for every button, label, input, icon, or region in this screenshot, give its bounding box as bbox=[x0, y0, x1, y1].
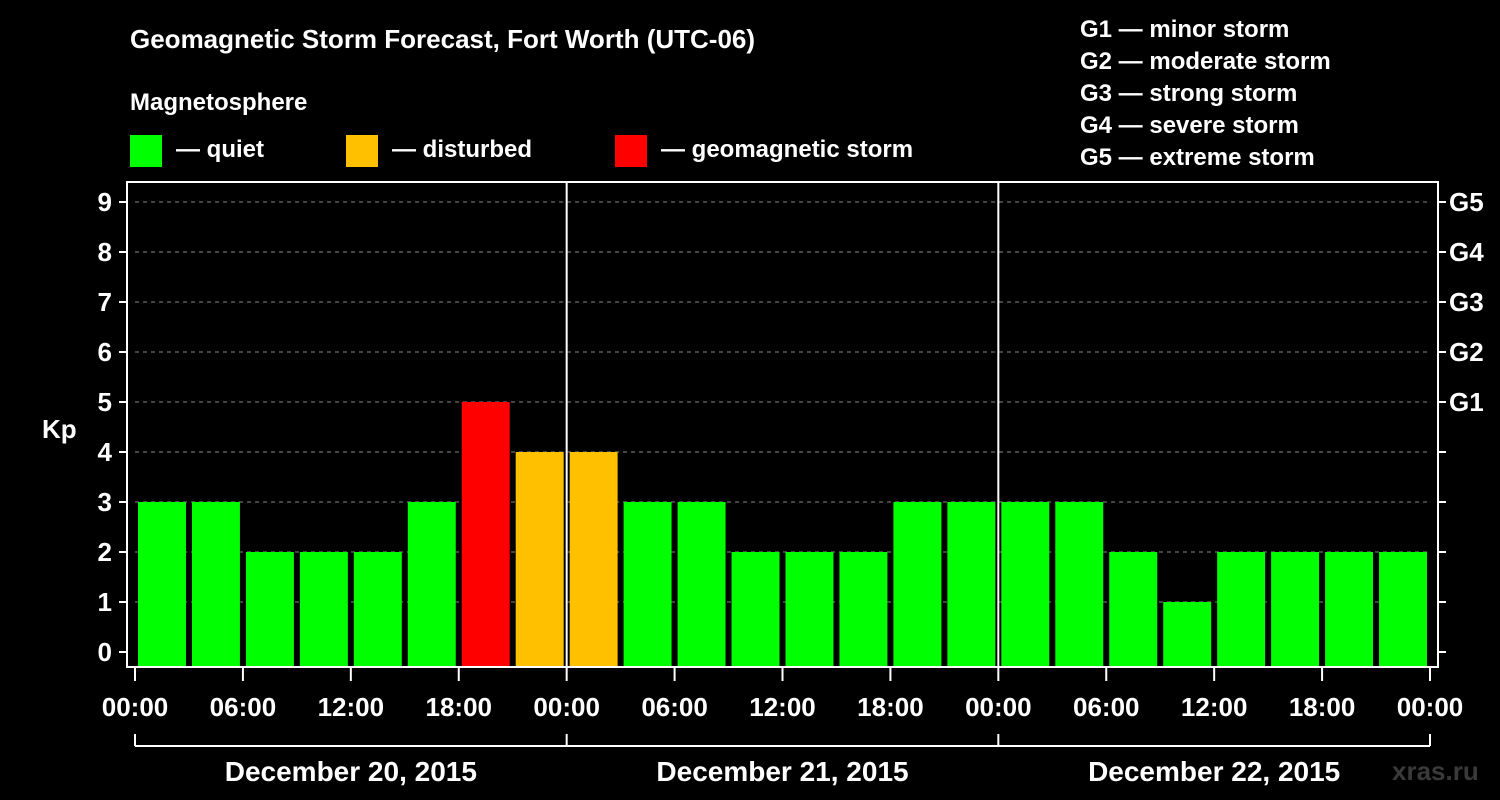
g-scale-label: G2 bbox=[1449, 337, 1484, 367]
y-tick-label: 2 bbox=[98, 537, 112, 567]
bar bbox=[138, 502, 186, 667]
bar bbox=[461, 402, 510, 667]
x-tick-label: 00:00 bbox=[965, 692, 1032, 722]
g-scale-label: G1 bbox=[1449, 387, 1484, 417]
x-tick-label: 00:00 bbox=[533, 692, 600, 722]
bar bbox=[947, 502, 996, 667]
legend-label-storm: — geomagnetic storm bbox=[661, 136, 913, 163]
day-label: December 20, 2015 bbox=[225, 756, 477, 787]
bar bbox=[731, 552, 780, 667]
y-tick-label: 4 bbox=[98, 437, 113, 467]
scale-legend-item: G4 — severe storm bbox=[1080, 112, 1299, 139]
bar bbox=[569, 452, 618, 667]
bars bbox=[138, 402, 1427, 667]
bar bbox=[407, 502, 456, 667]
x-tick-label: 12:00 bbox=[318, 692, 385, 722]
x-tick-label: 18:00 bbox=[426, 692, 493, 722]
x-tick-label: 12:00 bbox=[1181, 692, 1248, 722]
y-tick-label: 7 bbox=[98, 287, 112, 317]
x-tick-label: 06:00 bbox=[210, 692, 277, 722]
bar bbox=[839, 552, 888, 667]
scale-legend-item: G1 — minor storm bbox=[1080, 16, 1289, 43]
bar bbox=[299, 552, 348, 667]
day-label: December 22, 2015 bbox=[1088, 756, 1340, 787]
legend-label-quiet: — quiet bbox=[176, 136, 264, 163]
g-scale-label: G3 bbox=[1449, 287, 1484, 317]
storm-scale-legend: G1 — minor storm G2 — moderate storm G3 — … bbox=[1080, 16, 1331, 171]
bar bbox=[1163, 602, 1212, 667]
x-tick-label: 18:00 bbox=[857, 692, 924, 722]
bar bbox=[1379, 552, 1427, 667]
legend-label-disturbed: — disturbed bbox=[392, 136, 532, 163]
legend: — quiet — disturbed — geomagnetic storm bbox=[130, 135, 913, 167]
y-tick-label: 1 bbox=[98, 587, 112, 617]
scale-legend-item: G5 — extreme storm bbox=[1080, 144, 1315, 171]
y-tick-label: 8 bbox=[98, 237, 112, 267]
watermark: xras.ru bbox=[1392, 756, 1479, 786]
bar bbox=[1325, 552, 1374, 667]
g-scale-label: G5 bbox=[1449, 187, 1484, 217]
y-axis-label: Kp bbox=[42, 414, 77, 444]
bar bbox=[1055, 502, 1104, 667]
grid bbox=[135, 201, 1430, 603]
x-tick-label: 00:00 bbox=[1397, 692, 1464, 722]
y-tick-label: 9 bbox=[98, 187, 112, 217]
bar bbox=[515, 452, 564, 667]
x-tick-label: 18:00 bbox=[1289, 692, 1356, 722]
bar bbox=[623, 502, 672, 667]
chart-title: Geomagnetic Storm Forecast, Fort Worth (… bbox=[130, 24, 755, 54]
day-label: December 21, 2015 bbox=[656, 756, 908, 787]
bar bbox=[191, 502, 240, 667]
scale-legend-item: G3 — strong storm bbox=[1080, 80, 1297, 107]
y-tick-label: 3 bbox=[98, 487, 112, 517]
bar bbox=[893, 502, 942, 667]
legend-heading: Magnetosphere bbox=[130, 89, 307, 116]
bar bbox=[1001, 502, 1050, 667]
g-scale-axis: G1 G2 G3 G4 G5 bbox=[1438, 187, 1484, 653]
legend-swatch-storm bbox=[615, 135, 647, 167]
y-tick-label: 6 bbox=[98, 337, 112, 367]
y-axis: 0 1 2 3 4 5 6 7 8 9 bbox=[98, 187, 127, 667]
x-tick-label: 12:00 bbox=[749, 692, 816, 722]
bar bbox=[677, 502, 726, 667]
y-tick-label: 0 bbox=[98, 637, 112, 667]
legend-swatch-quiet bbox=[130, 135, 162, 167]
scale-legend-item: G2 — moderate storm bbox=[1080, 48, 1331, 75]
x-tick-label: 00:00 bbox=[102, 692, 169, 722]
bar bbox=[1271, 552, 1320, 667]
bar bbox=[1217, 552, 1266, 667]
x-tick-label: 06:00 bbox=[641, 692, 708, 722]
x-tick-label: 06:00 bbox=[1073, 692, 1140, 722]
bar bbox=[353, 552, 402, 667]
legend-swatch-disturbed bbox=[346, 135, 378, 167]
g-scale-label: G4 bbox=[1449, 237, 1484, 267]
y-tick-label: 5 bbox=[98, 387, 112, 417]
bar bbox=[1109, 552, 1158, 667]
bar bbox=[785, 552, 834, 667]
bar bbox=[245, 552, 294, 667]
x-axis: 00:00 06:00 12:00 18:00 00:00 06:00 12:00 18:00… bbox=[102, 667, 1464, 787]
